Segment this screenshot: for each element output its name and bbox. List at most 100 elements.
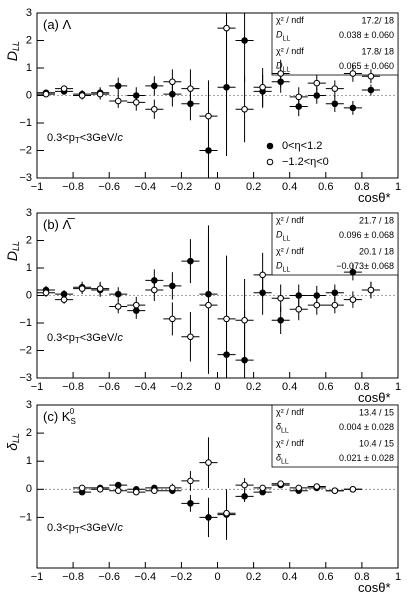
text-part: 0 bbox=[70, 407, 75, 416]
x-tick-label: −0.2 bbox=[171, 381, 193, 393]
data-point bbox=[187, 85, 194, 92]
text-part: LL bbox=[283, 66, 291, 73]
data-point bbox=[96, 486, 104, 493]
legend-marker bbox=[266, 158, 274, 166]
annotation: 0.3<pT<3GeV/c bbox=[47, 132, 123, 145]
data-point bbox=[132, 301, 140, 309]
text-part: LL bbox=[283, 266, 291, 273]
x-tick-label: 0.2 bbox=[246, 181, 261, 193]
stats-label: δLL bbox=[276, 422, 289, 434]
data-point bbox=[331, 289, 339, 297]
text-part: χ² / ndf bbox=[276, 15, 304, 25]
y-axis-label: δLL bbox=[4, 433, 22, 451]
y-tick-label: 3 bbox=[26, 399, 32, 411]
y-tick-label: −1 bbox=[19, 511, 32, 523]
data-point bbox=[295, 484, 303, 492]
data-point bbox=[313, 79, 321, 87]
x-axis-label: cosθ* bbox=[358, 190, 391, 205]
x-tick-label: −1 bbox=[31, 571, 44, 583]
data-point bbox=[277, 480, 284, 487]
stats-value: 10.4 / 15 bbox=[359, 438, 394, 448]
stats-value: 0.004 ± 0.028 bbox=[339, 422, 394, 432]
data-point bbox=[313, 301, 321, 309]
text-part: LL bbox=[11, 241, 21, 251]
data-point bbox=[349, 104, 357, 112]
stats-label: χ² / ndf bbox=[276, 46, 304, 56]
text-part: (b) Λ̅ bbox=[43, 217, 75, 232]
stats-value: 13.4 / 15 bbox=[359, 407, 394, 417]
data-point bbox=[367, 72, 375, 80]
legend-label: 0<η<1.2 bbox=[282, 140, 322, 152]
data-point bbox=[277, 294, 284, 302]
annotation: 0.3<pT<3GeV/c bbox=[47, 522, 123, 535]
x-tick-label: −1 bbox=[31, 181, 44, 193]
x-tick-label: 1 bbox=[395, 181, 401, 193]
data-point bbox=[295, 93, 303, 101]
panel-label: (c) KS0 bbox=[43, 407, 76, 426]
text-part: D bbox=[276, 261, 283, 271]
stats-label: χ² / ndf bbox=[276, 438, 304, 448]
x-axis-label: cosθ* bbox=[358, 390, 391, 405]
y-tick-label: −1 bbox=[19, 117, 32, 129]
data-point bbox=[349, 486, 357, 493]
data-point bbox=[132, 99, 140, 106]
x-tick-label: 0.4 bbox=[282, 381, 297, 393]
text-part: χ² / ndf bbox=[276, 46, 304, 56]
stats-box bbox=[271, 404, 399, 468]
text-part: LL bbox=[283, 235, 291, 242]
text-part: D bbox=[4, 251, 20, 261]
text-part: <3GeV/ bbox=[80, 522, 119, 534]
text-part: χ² / ndf bbox=[276, 215, 304, 225]
panel-label: (a) Λ bbox=[43, 17, 72, 32]
data-point bbox=[78, 92, 86, 99]
text-part: δ bbox=[4, 443, 20, 451]
text-part: D bbox=[276, 61, 283, 71]
x-tick-label: −0.4 bbox=[134, 381, 156, 393]
data-point bbox=[78, 285, 86, 292]
y-tick-label: 2 bbox=[26, 34, 32, 46]
stats-label: χ² / ndf bbox=[276, 15, 304, 25]
data-point bbox=[205, 514, 212, 521]
data-point bbox=[349, 296, 357, 303]
text-part: cosθ* bbox=[358, 390, 391, 405]
data-point bbox=[241, 316, 248, 324]
data-point bbox=[241, 105, 248, 113]
data-point bbox=[331, 100, 339, 108]
stats-value: 0.065 ± 0.060 bbox=[339, 61, 394, 71]
data-point bbox=[169, 315, 176, 323]
data-point bbox=[96, 90, 104, 98]
data-point bbox=[187, 477, 194, 485]
stats-label: DLL bbox=[276, 30, 290, 42]
data-point bbox=[78, 484, 86, 492]
data-point bbox=[187, 333, 194, 341]
panel-label: (b) Λ̅ bbox=[43, 217, 75, 232]
text-part: <3GeV/ bbox=[80, 132, 119, 144]
data-point bbox=[42, 90, 50, 98]
stats-label: DLL bbox=[276, 230, 290, 242]
text-part: S bbox=[70, 417, 75, 426]
x-tick-label: −0.4 bbox=[134, 181, 156, 193]
stats-box bbox=[271, 212, 399, 276]
text-part: χ² / ndf bbox=[276, 246, 304, 256]
stats-label: δLL bbox=[276, 453, 289, 465]
x-axis-label: cosθ* bbox=[358, 580, 391, 595]
data-point bbox=[96, 285, 104, 292]
stats-value: 21.7 / 18 bbox=[359, 215, 394, 225]
data-point bbox=[331, 85, 339, 92]
y-tick-label: 3 bbox=[26, 7, 32, 19]
stats-label: DLL bbox=[276, 61, 290, 73]
data-point bbox=[114, 97, 122, 105]
stats-label: χ² / ndf bbox=[276, 215, 304, 225]
data-point bbox=[331, 487, 339, 495]
x-tick-label: 0.4 bbox=[282, 181, 297, 193]
text-part: D bbox=[276, 230, 283, 240]
text-part: 0.3<p bbox=[47, 522, 75, 534]
x-tick-label: 0.6 bbox=[318, 381, 333, 393]
stats-value: 0.038 ± 0.060 bbox=[339, 30, 394, 40]
x-tick-label: 0.8 bbox=[354, 571, 369, 583]
data-point bbox=[241, 37, 248, 44]
y-tick-label: 0 bbox=[26, 89, 32, 101]
data-point bbox=[295, 305, 303, 313]
text-part: <3GeV/ bbox=[80, 332, 119, 344]
